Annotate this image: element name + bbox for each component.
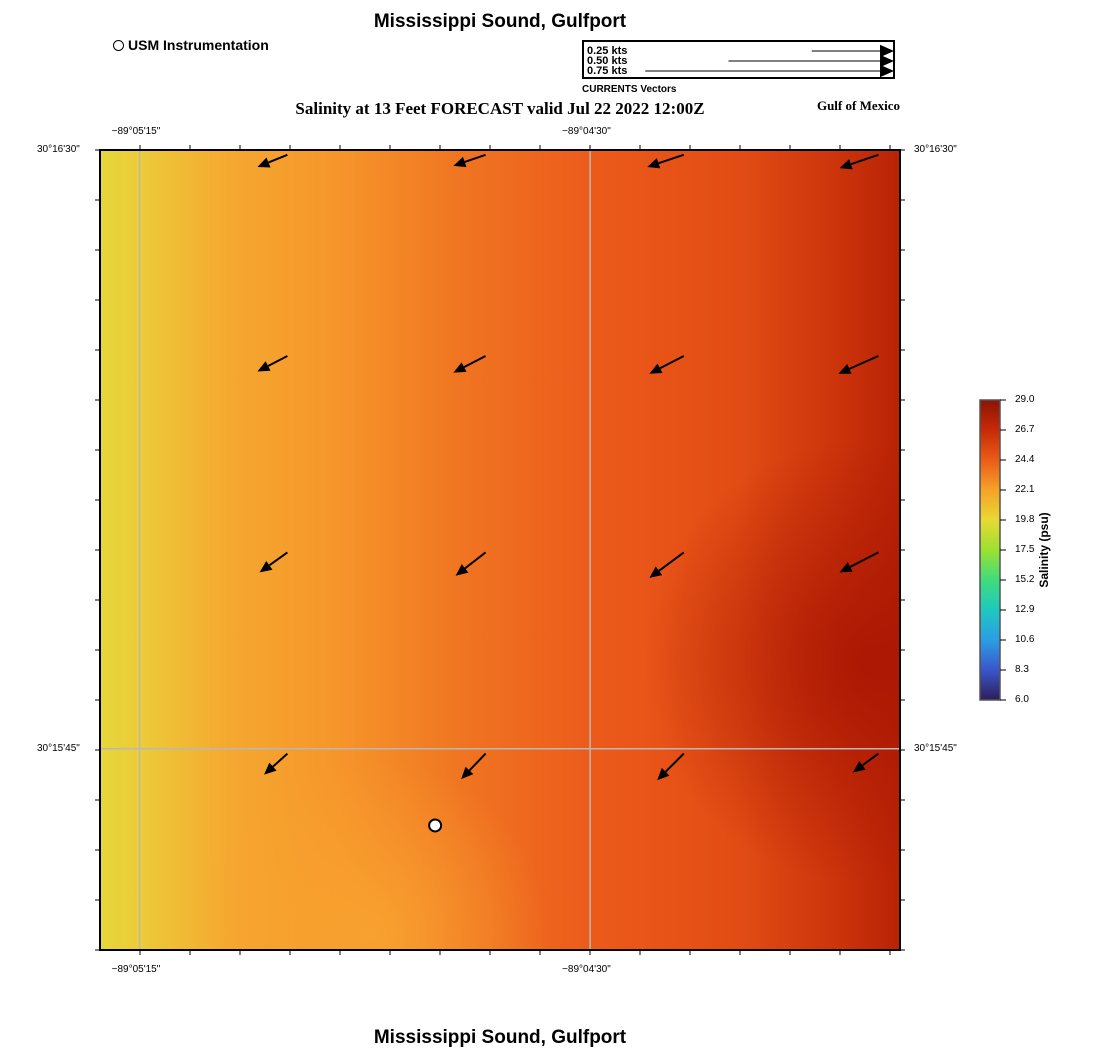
current-vector-arrow: [647, 153, 685, 169]
colorbar-tick-label: 12.9: [1015, 604, 1035, 615]
current-vector-arrow: [649, 355, 685, 374]
current-vector-arrow: [852, 752, 879, 773]
station-marker-icon: [113, 39, 124, 51]
vector-scale-arrows: [645, 44, 894, 78]
colorbar-tick-label: 15.2: [1015, 574, 1035, 585]
instrument-legend: USM Instrumentation: [113, 37, 269, 53]
lon-tick-label-bottom: −89°05'15": [111, 964, 161, 975]
current-vector-arrow: [453, 355, 487, 373]
vector-scale-label: 0.75 kts: [587, 65, 628, 77]
vector-scale-arrow: [728, 54, 894, 68]
colorbar-tick-label: 10.6: [1015, 634, 1035, 645]
current-vector-arrow: [657, 752, 685, 781]
current-vector-arrow: [839, 153, 879, 170]
lat-tick-label-right: 30°15'45": [914, 742, 957, 754]
current-vector-arrow: [257, 153, 288, 168]
instrument-legend-label: USM Instrumentation: [128, 37, 269, 53]
current-vector-arrow: [453, 153, 486, 168]
colorbar-ramp: [979, 399, 1001, 701]
vector-scale-legend: 0.25 kts 0.50 kts 0.75 kts: [582, 40, 895, 79]
current-vectors: [257, 153, 879, 781]
lat-tick-label-right: 30°16'30": [914, 144, 957, 155]
current-vector-arrow: [259, 551, 288, 573]
footer-title: Mississippi Sound, Gulfport: [373, 1027, 627, 1048]
colorbar-tick-label: 24.4: [1015, 454, 1035, 465]
colorbar-tick-label: 19.8: [1015, 514, 1035, 525]
usm-station-marker[interactable]: [428, 818, 443, 833]
colorbar-tick-label: 22.1: [1015, 484, 1035, 495]
vector-caption: CURRENTS Vectors: [582, 84, 677, 95]
instrument-stations: [428, 818, 443, 833]
current-vector-arrow: [461, 752, 487, 780]
colorbar-tick-label: 26.7: [1015, 424, 1035, 435]
salinity-colorbar: [979, 399, 1006, 701]
vector-scale-arrow: [645, 64, 894, 78]
lon-tick-label-bottom: −89°04'30": [562, 964, 611, 975]
lat-tick-label-left: 30°15'45": [37, 742, 80, 754]
salinity-low-area: [100, 150, 900, 950]
current-vector-arrow: [257, 355, 288, 372]
map-frame: [99, 149, 901, 951]
colorbar-tick-label: 17.5: [1015, 544, 1035, 555]
region-label: Gulf of Mexico: [816, 98, 900, 113]
lon-tick-label-top: −89°05'15": [111, 126, 161, 137]
colorbar-title: Salinity (psu): [1037, 512, 1051, 588]
map-title: Mississippi Sound, Gulfport: [373, 11, 627, 32]
colorbar-tick-label: 8.3: [1015, 664, 1029, 675]
current-vector-arrow: [838, 355, 879, 374]
lat-tick-label-left: 30°16'30": [37, 144, 80, 155]
vector-scale-label: 0.25 kts: [587, 45, 628, 57]
current-vector-arrow: [839, 551, 879, 573]
vector-scale-label: 0.50 kts: [587, 55, 628, 67]
current-vector-arrow: [264, 752, 289, 775]
current-vector-arrow: [649, 551, 685, 578]
map-subtitle: Salinity at 13 Feet FORECAST valid Jul 2…: [295, 99, 705, 118]
vector-scale-arrow: [811, 44, 894, 58]
colorbar-tick-label: 29.0: [1015, 394, 1035, 405]
colorbar-tick-label: 6.0: [1015, 694, 1029, 705]
current-vector-arrow: [455, 551, 487, 576]
lon-tick-label-top: −89°04'30": [562, 126, 611, 137]
